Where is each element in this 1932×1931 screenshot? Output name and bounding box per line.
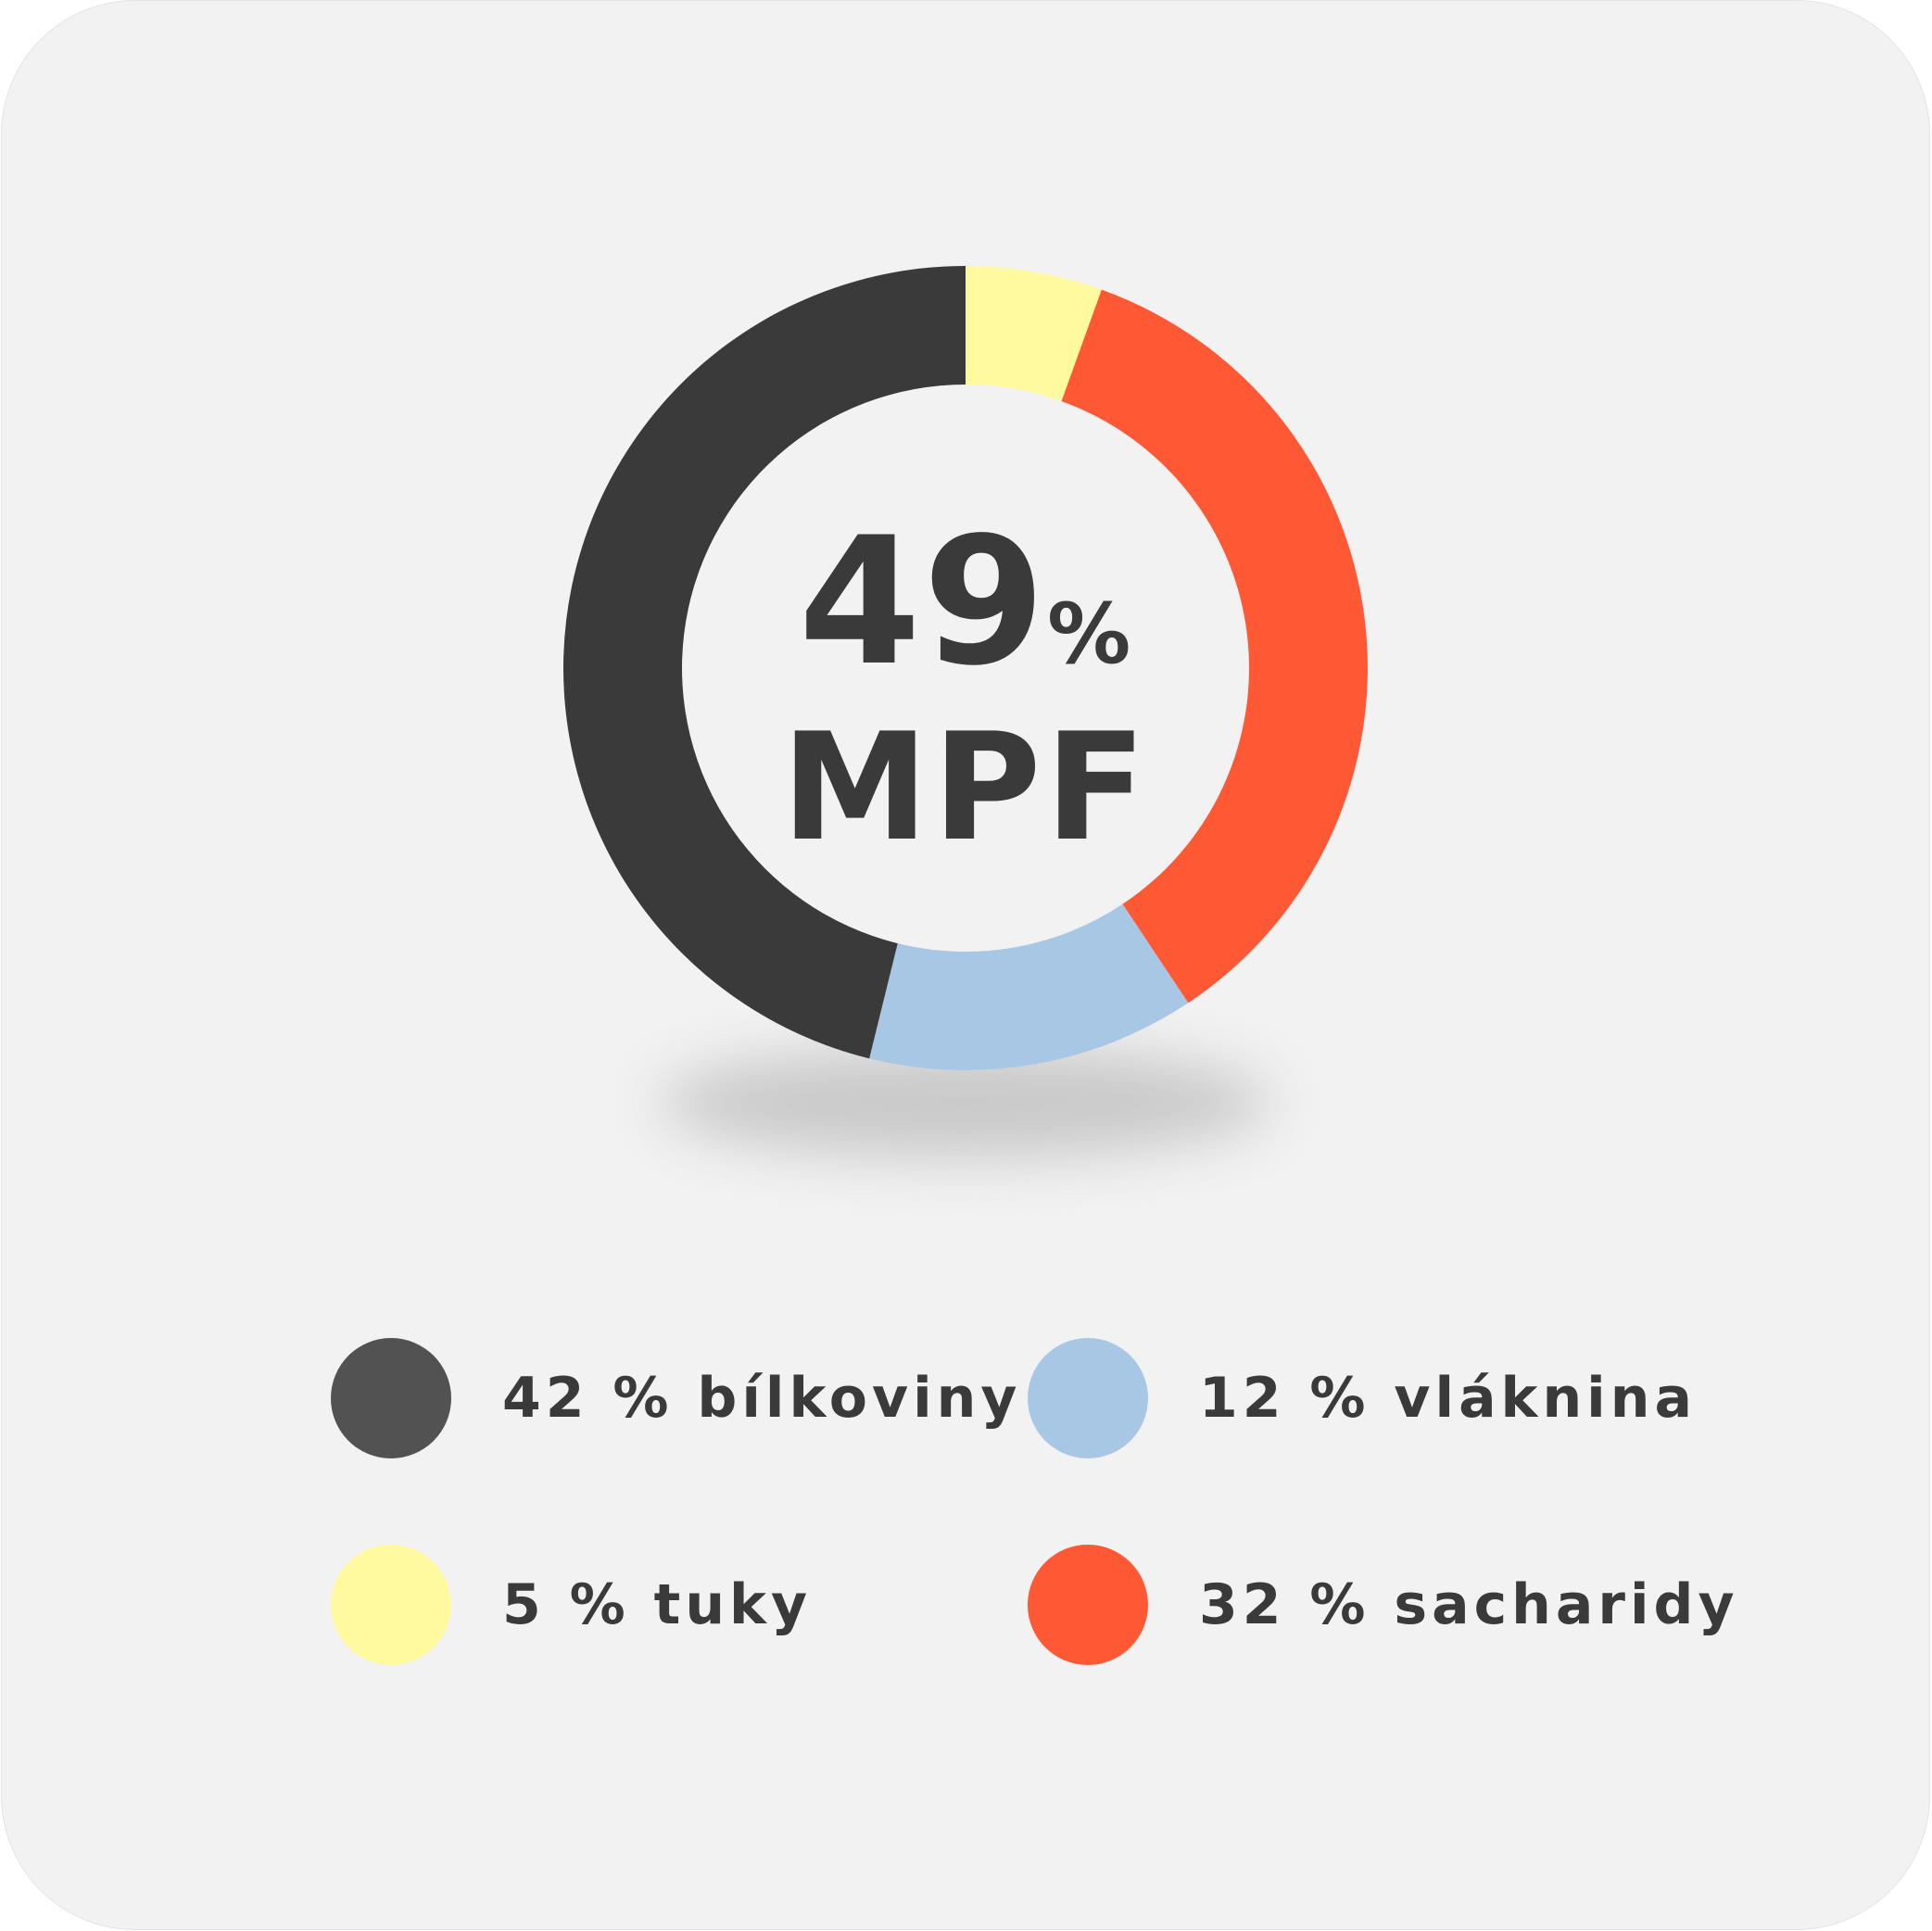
legend-swatch: [331, 1338, 451, 1458]
center-value: 49: [798, 499, 1048, 704]
legend-label: 12 % vláknina: [1199, 1366, 1697, 1431]
legend-item: 5 % tuky: [331, 1545, 812, 1665]
legend-swatch: [331, 1545, 451, 1665]
donut-slice: [966, 266, 1102, 402]
legend-swatch: [1028, 1338, 1148, 1458]
center-unit: MPF: [781, 700, 1150, 874]
donut-slice: [563, 266, 966, 1059]
donut-slice: [1061, 289, 1368, 1003]
center-label: 49% MPF: [780, 514, 1151, 874]
legend-item: 12 % vláknina: [1028, 1338, 1697, 1458]
legend-item: 32 % sacharidy: [1028, 1545, 1739, 1665]
legend-label: 32 % sacharidy: [1199, 1572, 1739, 1637]
center-percent-sign: %: [1047, 586, 1133, 683]
legend-item: 42 % bílkoviny: [331, 1338, 1022, 1458]
legend-swatch: [1028, 1545, 1148, 1665]
legend-label: 5 % tuky: [502, 1572, 813, 1637]
donut-slice: [869, 903, 1189, 1070]
legend-label: 42 % bílkoviny: [502, 1366, 1022, 1431]
